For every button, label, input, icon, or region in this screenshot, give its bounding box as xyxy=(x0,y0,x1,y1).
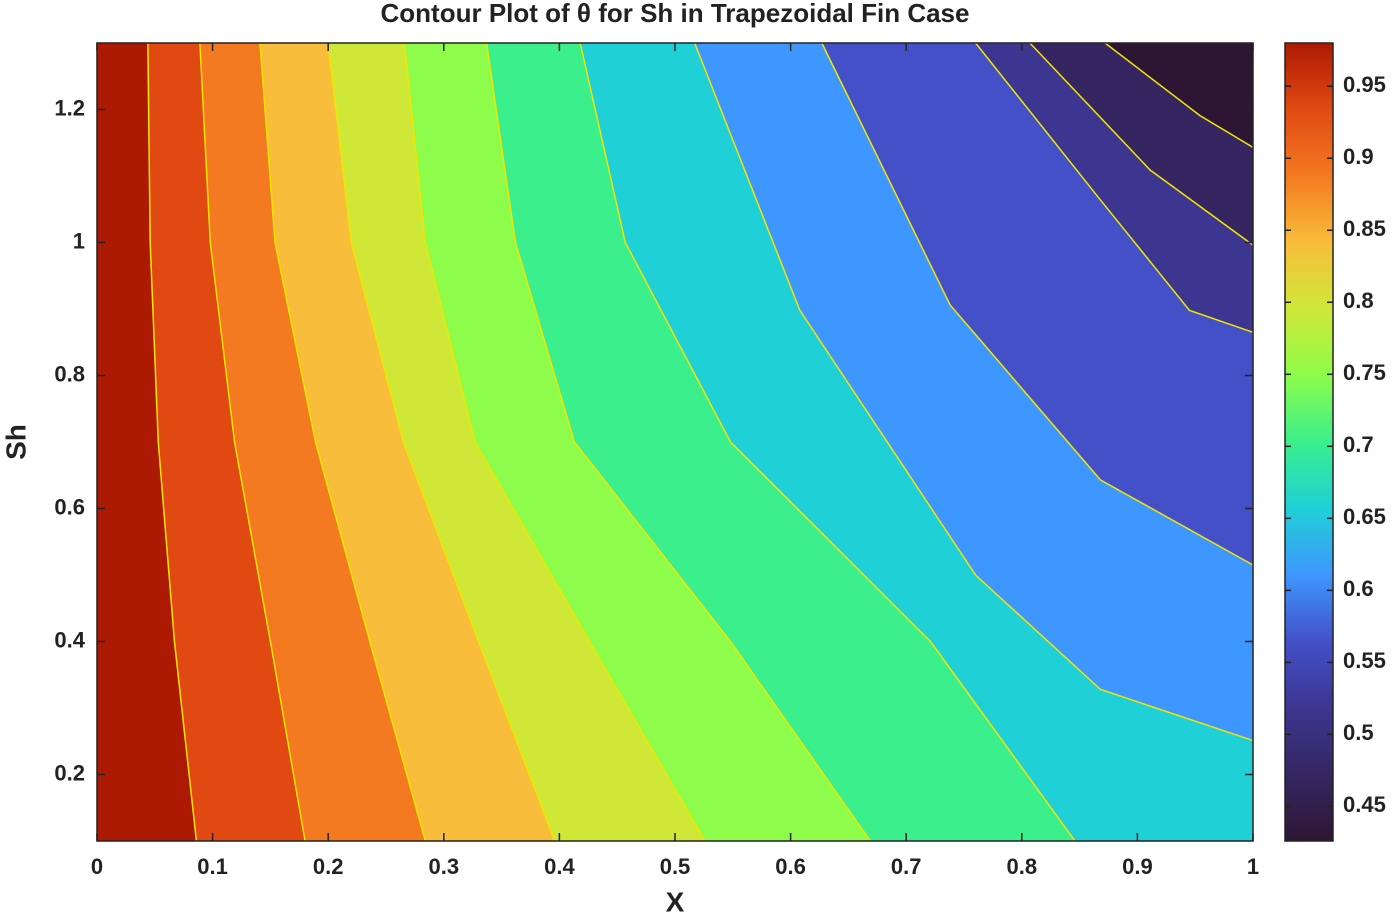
colorbar-tick-label: 0.5 xyxy=(1343,720,1374,745)
x-tick-label: 0.7 xyxy=(891,854,922,879)
colorbar-tick-label: 0.95 xyxy=(1343,72,1386,97)
contour-band xyxy=(97,43,197,841)
colorbar-tick-label: 0.8 xyxy=(1343,288,1374,313)
colorbar xyxy=(1284,42,1334,842)
x-tick-label: 1 xyxy=(1247,854,1259,879)
colorbar-tick-label: 0.7 xyxy=(1343,432,1374,457)
contour-line xyxy=(199,42,306,842)
y-tick-label: 0.2 xyxy=(54,760,85,785)
y-tick-label: 1 xyxy=(73,228,85,253)
colorbar-tick-label: 0.75 xyxy=(1343,360,1386,385)
y-tick-label: 0.6 xyxy=(54,494,85,519)
x-tick-label: 0.3 xyxy=(429,854,460,879)
x-tick-label: 0.8 xyxy=(1007,854,1038,879)
colorbar-tick-label: 0.85 xyxy=(1343,216,1386,241)
chart-title: Contour Plot of θ for Sh in Trapezoidal … xyxy=(381,0,970,28)
contour-line xyxy=(693,42,1254,742)
contour-line xyxy=(403,42,706,842)
y-axis-label: Sh xyxy=(0,424,31,460)
contour-line xyxy=(1104,42,1254,149)
x-axis-label: X xyxy=(666,886,685,917)
x-tick-label: 0 xyxy=(91,854,103,879)
y-tick-label: 0.4 xyxy=(54,627,85,652)
colorbar-tick-label: 0.55 xyxy=(1343,648,1386,673)
x-tick-label: 0.6 xyxy=(775,854,806,879)
colorbar-tick-label: 0.9 xyxy=(1343,144,1374,169)
x-tick-label: 0.4 xyxy=(544,854,575,879)
x-tick-label: 0.2 xyxy=(313,854,344,879)
colorbar-tick-label: 0.65 xyxy=(1343,504,1386,529)
y-tick-label: 1.2 xyxy=(54,95,85,120)
contour-line xyxy=(974,42,1254,333)
contour-line xyxy=(485,42,871,842)
colorbar-tick-label: 0.45 xyxy=(1343,792,1386,817)
contour-line xyxy=(327,42,556,842)
x-tick-label: 0.9 xyxy=(1122,854,1153,879)
contour-line xyxy=(579,42,1076,842)
y-tick-label: 0.8 xyxy=(54,361,85,386)
contour-line xyxy=(259,42,427,842)
colorbar-tick-label: 0.6 xyxy=(1343,576,1374,601)
x-tick-label: 0.5 xyxy=(660,854,691,879)
contour-line xyxy=(821,42,1254,566)
contour-line xyxy=(1029,42,1254,246)
contour-line xyxy=(147,42,198,842)
x-tick-label: 0.1 xyxy=(197,854,228,879)
